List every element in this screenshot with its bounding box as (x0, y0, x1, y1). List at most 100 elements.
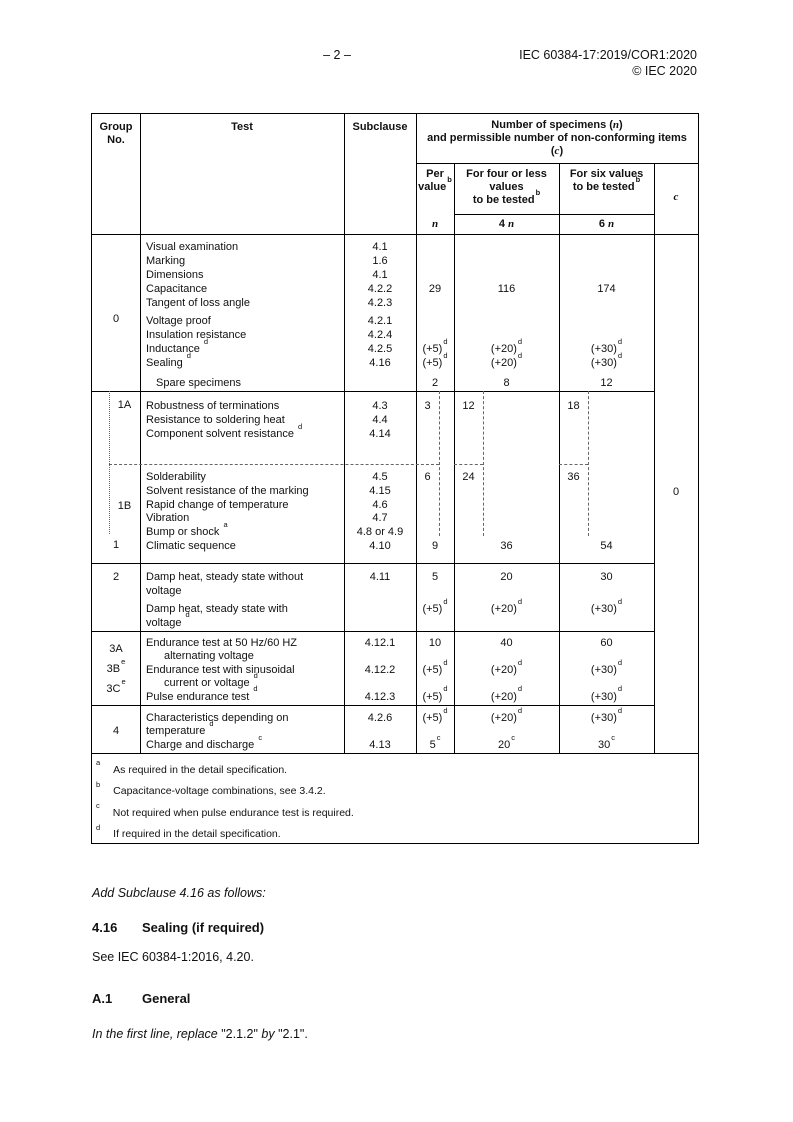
header-6n: 6 n (598, 218, 615, 230)
test-name: Dimensions (146, 269, 204, 281)
heading-4-16: 4.16 Sealing (if required) (92, 920, 264, 935)
header-group-no: Group No. (99, 121, 133, 146)
header-subclause: Subclause (352, 121, 408, 133)
footnote: cNot required when pulse endurance test … (96, 801, 354, 819)
6n-value: 30 (600, 571, 613, 583)
header-test: Test (231, 121, 253, 133)
test-name: Endurance test at 50 Hz/60 HZ (146, 637, 298, 649)
6n-value: (+30)d (590, 657, 623, 676)
grid-line (344, 114, 345, 753)
heading-title: General (142, 991, 191, 1006)
subclause-ref: 4.16 (369, 357, 391, 369)
subclause-ref: 4.15 (369, 484, 391, 497)
4n-value: (+20)d (490, 684, 523, 703)
4n-value: (+20)d (490, 596, 523, 615)
grid-line (140, 114, 141, 753)
subclause-ref: 4.14 (369, 428, 391, 440)
test-name: Solderability (146, 471, 206, 483)
test-name: temperature d (146, 719, 214, 738)
4n-value: (+20)d (490, 657, 523, 676)
test-name: Climatic sequence (146, 540, 236, 552)
subclause-ref: 4.6 (372, 498, 388, 511)
test-name: Bump or shock a (146, 520, 228, 539)
subclause-ref: 4.2.2 (367, 283, 393, 295)
group1-sub-divider (559, 464, 588, 465)
4n-value: (+20)d (490, 336, 523, 355)
test-name: Spare specimens (156, 377, 241, 389)
group1-sub-divider (109, 464, 439, 465)
header-4n: 4 n (498, 218, 515, 230)
4n-value: 36 (500, 540, 513, 552)
subclause-ref: 4.1 (372, 241, 388, 253)
group-label: 3A 3Be 3Ce (106, 643, 126, 695)
test-name: Sealing d (146, 350, 191, 369)
group-label: 0 (112, 313, 120, 325)
test-name: Marking (146, 255, 186, 267)
specimens-table: Group No. Test Subclause Number of speci… (91, 113, 699, 844)
4n-value: (+20)d (490, 350, 523, 369)
table-row-group-1b: 1B Solderability 4.5 6 24 36 Solvent resista… (92, 464, 698, 538)
table-row-group-0: 0 Visual examination 4.1 Marking 1.6 Dimen… (92, 234, 698, 391)
n-value: 2 (431, 377, 439, 389)
subclause-ref: 4.4 (372, 414, 388, 426)
test-name: Damp heat, steady state with (146, 603, 288, 615)
test-name: Damp heat, steady state without (146, 571, 304, 583)
heading-a-1: A.1 General (92, 991, 190, 1006)
copyright-notice: © IEC 2020 (632, 63, 697, 78)
footnote: dIf required in the detail specification… (96, 822, 281, 841)
header-n: n (431, 218, 439, 230)
subclause-4-16-body: See IEC 60384-1:2016, 4.20. (92, 950, 254, 964)
n-value: (+5)d (422, 350, 448, 369)
6n-value: 18 (567, 400, 580, 412)
grid-line (92, 631, 654, 632)
test-name: Vibration (146, 512, 190, 525)
header-specimens: Number of specimens (n) and permissible … (427, 119, 687, 157)
6n-value: 30c (598, 732, 615, 751)
6n-value: (+30)d (590, 350, 623, 369)
subclause-ref: 4.2.5 (367, 343, 393, 355)
6n-value: 36 (567, 471, 580, 483)
grid-line (416, 114, 417, 753)
6n-value: (+30)d (590, 684, 623, 703)
n-value: (+5)d (422, 336, 448, 355)
n-value: 5 (431, 571, 439, 583)
grid-line (454, 163, 455, 753)
grid-line (654, 163, 655, 753)
grid-line (92, 705, 654, 706)
subclause-ref: 4.1 (372, 269, 388, 281)
n-value: 5c (429, 732, 441, 751)
test-name: Charge and discharge c (146, 732, 263, 751)
6n-value: (+30)d (590, 705, 623, 724)
heading-number: 4.16 (92, 920, 118, 935)
n-value: 3 (424, 400, 431, 412)
subclause-ref: 4.2.1 (367, 315, 393, 327)
subclause-ref: 4.7 (372, 512, 388, 525)
test-name: Rapid change of temperature (146, 498, 289, 511)
heading-number: A.1 (92, 991, 113, 1006)
group1-sub-divider (454, 464, 483, 465)
editorial-instruction-add-subclause: Add Subclause 4.16 as follows: (92, 886, 266, 900)
n-value: (+5)d (422, 684, 448, 703)
document-header: IEC 60384-17:2019/COR1:2020 © IEC 2020 (519, 48, 697, 79)
group-label: 1A (117, 399, 132, 411)
n-value: (+5)d (422, 705, 448, 724)
test-name: Pulse endurance test d (146, 684, 258, 703)
test-name: Visual examination (146, 241, 239, 253)
subclause-ref: 4.12.2 (364, 663, 396, 676)
subclause-ref: 4.2.3 (367, 297, 393, 309)
n-value: 29 (428, 283, 442, 295)
4n-value: 12 (462, 400, 475, 412)
4n-value: 24 (462, 471, 475, 483)
table-row-group-4: 4 Characteristics depending on 4.2.6 (+5)d… (92, 705, 698, 753)
table-footnotes: aAs required in the detail specification… (92, 753, 698, 847)
page-number: – 2 – (323, 48, 351, 62)
subclause-ref: 4.2.4 (367, 329, 393, 341)
4n-value: 116 (497, 283, 516, 295)
group-label: 1 (112, 539, 120, 551)
table-row-group-1: 1 Climatic sequence 4.10 9 36 54 (92, 536, 698, 563)
4n-value: 20 (500, 571, 513, 583)
grid-line (92, 391, 654, 392)
group-label: 1B (117, 500, 132, 512)
header-per-value: Per valueb (418, 168, 452, 193)
